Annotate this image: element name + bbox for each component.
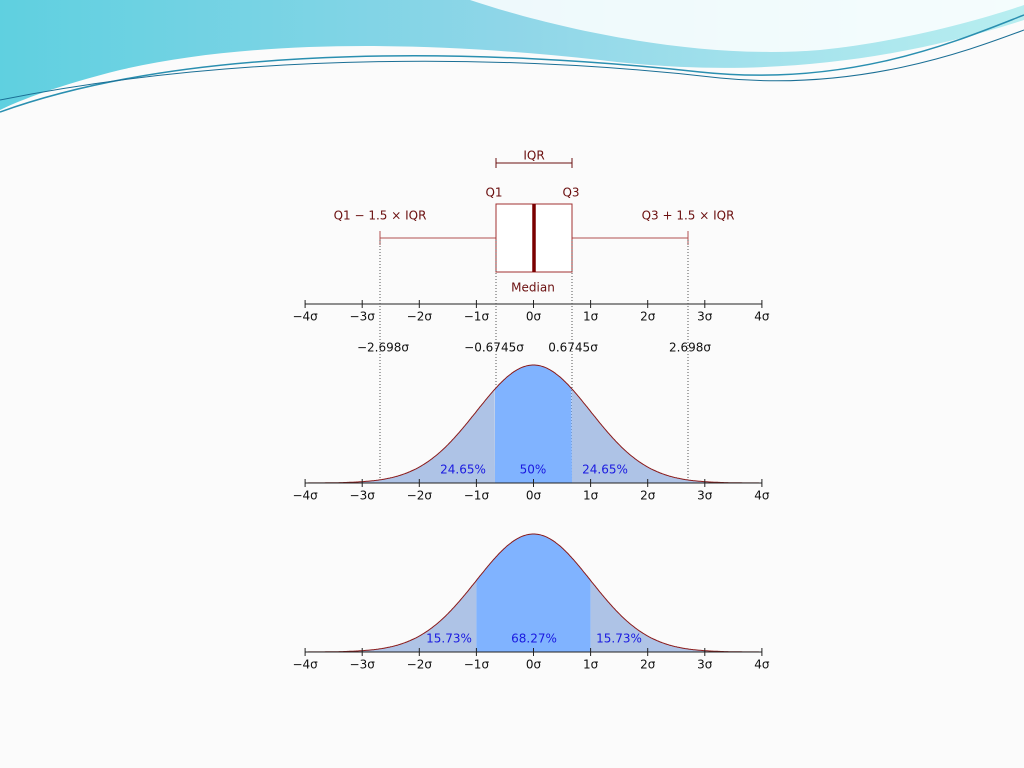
axis-tick-label: −2σ — [407, 310, 433, 324]
region-percent: 24.65% — [440, 463, 486, 477]
diagram: IQR Q1 Q3 Q1 − 1.5 × IQR Q3 + 1.5 × IQR … — [292, 149, 769, 672]
axis-tick-label: −1σ — [464, 489, 490, 503]
distribution-region — [590, 580, 762, 652]
axis-tick-label: 1σ — [583, 658, 599, 672]
region-percent: 24.65% — [582, 463, 628, 477]
axis-tick-label: 1σ — [583, 489, 599, 503]
axis-tick-label: 2σ — [640, 658, 656, 672]
marker-label: 0.6745σ — [548, 341, 598, 355]
region-percent: 50% — [520, 463, 547, 477]
marker-label: −0.6745σ — [464, 341, 524, 355]
axis-tick-label: 0σ — [526, 489, 542, 503]
axis-tick-label: −4σ — [292, 658, 318, 672]
iqr-label: IQR — [523, 149, 544, 163]
lower-whisker-label: Q1 − 1.5 × IQR — [334, 209, 427, 223]
distribution-curve — [305, 364, 762, 484]
axis-tick-label: 2σ — [640, 310, 656, 324]
axis-tick-label: −3σ — [350, 658, 376, 672]
distribution-region — [305, 389, 495, 483]
axis-tick-label: −3σ — [350, 310, 376, 324]
axis-tick-label: −4σ — [292, 310, 318, 324]
axis-tick-label: −1σ — [464, 310, 490, 324]
axis-tick-label: −3σ — [350, 489, 376, 503]
axis-tick-label: 0σ — [526, 658, 542, 672]
axis-tick-label: −4σ — [292, 489, 318, 503]
marker-label: 2.698σ — [669, 341, 711, 355]
region-percent: 15.73% — [596, 632, 642, 646]
axis-tick-label: −2σ — [407, 489, 433, 503]
axis-tick-label: 4σ — [754, 310, 770, 324]
axis-tick-label: 3σ — [697, 658, 713, 672]
distribution-curve — [305, 533, 762, 653]
region-percent: 68.27% — [511, 632, 557, 646]
axis-tick-label: 0σ — [526, 310, 542, 324]
distribution-region — [476, 534, 591, 652]
distribution-region — [494, 365, 573, 483]
axis-tick-label: 3σ — [697, 489, 713, 503]
upper-whisker-label: Q3 + 1.5 × IQR — [642, 209, 735, 223]
marker-label: −2.698σ — [357, 341, 409, 355]
median-label: Median — [511, 281, 555, 295]
axis-tick-label: 4σ — [754, 658, 770, 672]
distribution-region — [305, 580, 477, 652]
axis-tick-label: −2σ — [407, 658, 433, 672]
axis-tick-label: 2σ — [640, 489, 656, 503]
axis-tick-label: 1σ — [583, 310, 599, 324]
decorative-waves — [0, 0, 1024, 113]
axis-tick-label: 3σ — [697, 310, 713, 324]
q3-label: Q3 — [562, 186, 579, 200]
axis-tick-label: −1σ — [464, 658, 490, 672]
region-percent: 15.73% — [426, 632, 472, 646]
axis-tick-label: 4σ — [754, 489, 770, 503]
q1-label: Q1 — [485, 186, 502, 200]
distribution-region — [572, 389, 762, 483]
